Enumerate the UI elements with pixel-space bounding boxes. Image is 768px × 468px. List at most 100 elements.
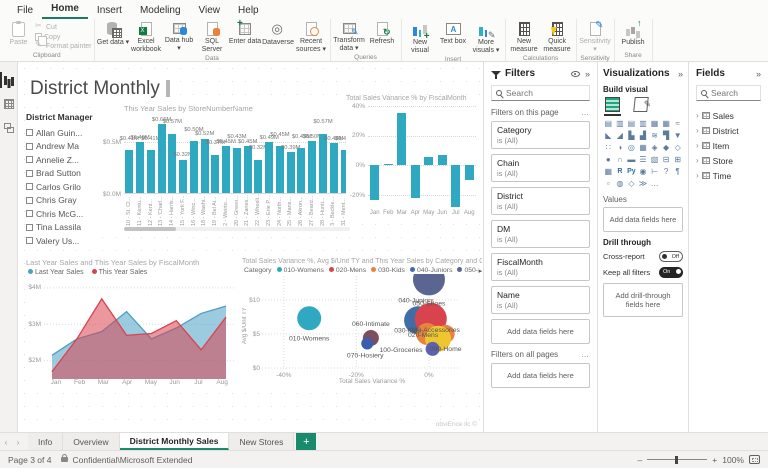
filter-card-chain[interactable]: Chain is (All): [491, 154, 590, 182]
bar-jun[interactable]: [437, 155, 447, 166]
clustered-column-chart-icon[interactable]: ▥: [639, 119, 647, 128]
cross-report-toggle[interactable]: Off: [659, 251, 683, 262]
slicer-item-chris-gray[interactable]: Chris Gray: [26, 194, 100, 208]
publish-button[interactable]: Publish: [617, 18, 650, 47]
zoom-in-icon[interactable]: +: [712, 454, 718, 465]
expand-chevron-icon[interactable]: ›: [696, 156, 699, 165]
zoom-slider-thumb[interactable]: [674, 455, 678, 464]
stacked-column-chart-icon[interactable]: ▥: [616, 119, 624, 128]
bar-jul[interactable]: [451, 165, 461, 208]
arcgis-map-icon[interactable]: ◍: [616, 179, 624, 188]
more-visuals-icon[interactable]: …: [650, 179, 659, 188]
expand-chevron-icon[interactable]: ›: [696, 171, 699, 180]
bar-27-beard[interactable]: [308, 141, 317, 193]
decomposition-tree-icon[interactable]: ⊢: [651, 167, 659, 176]
model-view-button[interactable]: [0, 118, 18, 138]
ribbon-tab-help[interactable]: Help: [238, 5, 259, 16]
collapse-pane-icon[interactable]: »: [677, 68, 683, 79]
variance-bar-chart[interactable]: Total Sales Variance % by FiscalMonth 40…: [346, 95, 480, 216]
bubble-070-hosiery[interactable]: [361, 337, 374, 350]
checkbox[interactable]: [26, 169, 33, 177]
waterfall-chart-icon[interactable]: ▜: [663, 131, 670, 140]
new-measure-button[interactable]: New measure: [508, 21, 541, 54]
r-script-visual-icon[interactable]: R: [617, 168, 623, 175]
ribbon-tab-home[interactable]: Home: [42, 1, 88, 19]
slicer-item-tina-lassila[interactable]: Tina Lassila: [26, 221, 100, 235]
bar-10-st-cl[interactable]: [125, 150, 134, 193]
bar-3-beckle[interactable]: [329, 143, 338, 193]
page-tab-overview[interactable]: Overview: [63, 433, 120, 450]
checkbox[interactable]: [26, 142, 33, 150]
text-box-button[interactable]: Text box: [437, 21, 470, 46]
bar-11-kentu[interactable]: [136, 142, 145, 193]
page-tab-district-monthly-sales[interactable]: District Monthly Sales: [119, 433, 230, 450]
scatter-chart-icon[interactable]: ∷: [605, 143, 611, 152]
bar-23-erie-p[interactable]: [265, 142, 274, 193]
new-visual-button[interactable]: New visual: [404, 21, 437, 55]
bar-aug[interactable]: [464, 165, 474, 181]
bar-24-north[interactable]: [275, 146, 284, 193]
expand-chevron-icon[interactable]: ›: [696, 141, 699, 150]
page-tab-new-stores[interactable]: New Stores: [229, 433, 295, 450]
enter-data-button[interactable]: Enter data: [229, 18, 262, 46]
get-data-button[interactable]: Get data ▾: [97, 21, 130, 47]
zoom-out-icon[interactable]: –: [637, 454, 643, 465]
bar-25-mans[interactable]: [286, 152, 295, 193]
line-and-stacked-column-chart-icon[interactable]: ▙: [628, 131, 635, 140]
filter-card-fiscalmonth[interactable]: FiscalMonth is (All): [491, 253, 590, 281]
filter-card-category[interactable]: Category is (All): [491, 121, 590, 149]
slicer-icon[interactable]: ⊟: [662, 155, 670, 164]
legend-item-this-year-sales[interactable]: This Year Sales: [91, 269, 147, 276]
slicer-item-valery-us[interactable]: Valery Us...: [26, 234, 100, 248]
fields-search[interactable]: [696, 85, 761, 101]
area-chart-icon[interactable]: ◣: [605, 131, 612, 140]
category-scatter-chart[interactable]: Total Sales Variance %, Avg $/Unit TY an…: [242, 258, 482, 385]
bar-jan[interactable]: [370, 165, 380, 200]
bar-2-weirto[interactable]: [222, 146, 231, 193]
slicer-item-brad-sutton[interactable]: Brad Sutton: [26, 167, 100, 181]
values-dropzone[interactable]: Add data fields here: [603, 207, 683, 232]
fields-search-input[interactable]: [711, 88, 756, 98]
slicer-item-carlos-grilo[interactable]: Carlos Grilo: [26, 180, 100, 194]
checkbox[interactable]: [26, 183, 33, 191]
page-title-textbox[interactable]: District Monthly: [30, 78, 172, 100]
shape-map-icon[interactable]: ◇: [674, 143, 681, 152]
line-and-clustered-column-chart-icon[interactable]: ▟: [639, 131, 647, 140]
zoom-slider[interactable]: [647, 455, 708, 464]
100-stacked-column-chart-icon[interactable]: ▦: [662, 119, 670, 128]
filled-map-icon[interactable]: ◆: [663, 143, 670, 152]
legend-item-020-mens[interactable]: 020-Mens: [328, 267, 366, 274]
bubble-100-groceries[interactable]: [425, 341, 440, 356]
more-options-icon[interactable]: …: [581, 108, 590, 117]
bar-19-bel-ai[interactable]: [211, 154, 220, 193]
new-page-button[interactable]: +: [296, 433, 317, 450]
collapse-pane-icon[interactable]: »: [755, 68, 761, 79]
data-view-button[interactable]: [0, 94, 18, 114]
yoy-sales-area-chart[interactable]: Last Year Sales and This Year Sales by F…: [26, 258, 240, 386]
copy-button[interactable]: Copy: [35, 33, 92, 46]
data-hub-button[interactable]: Data hub ▾: [163, 21, 196, 53]
slicer-item-chris-mcg[interactable]: Chris McG...: [26, 207, 100, 221]
key-influencers-icon[interactable]: ◉: [639, 167, 647, 176]
legend-forward-icon[interactable]: ▸: [478, 267, 482, 274]
format-visual-mode-icon[interactable]: [633, 97, 649, 112]
filters-search[interactable]: [491, 85, 590, 101]
power-apps-icon[interactable]: ◇: [628, 179, 635, 188]
more-visuals-button[interactable]: More visuals ▾: [470, 21, 503, 55]
store-sales-bar-chart[interactable]: This Year Sales by StoreNumberName $0.5M…: [102, 104, 354, 231]
bar-22-wheeli[interactable]: [254, 159, 263, 193]
legend-item-last-year-sales[interactable]: Last Year Sales: [28, 269, 84, 276]
ribbon-chart-icon[interactable]: ≋: [651, 131, 658, 140]
bar-feb[interactable]: [383, 163, 393, 166]
field-table-sales[interactable]: › Sales: [696, 108, 761, 123]
collapse-pane-icon[interactable]: »: [584, 68, 590, 79]
bar-28-hunti[interactable]: [319, 133, 327, 193]
report-canvas[interactable]: District Monthly District Manager Allan …: [18, 62, 483, 432]
ribbon-tab-insert[interactable]: Insert: [96, 5, 122, 16]
bar-may[interactable]: [424, 156, 434, 166]
sensitivity-button[interactable]: Sensitivity ▾: [579, 20, 612, 54]
bar-21-zanes[interactable]: [243, 146, 252, 193]
legend-item-010-womens[interactable]: 010-Womens: [276, 267, 324, 274]
checkbox[interactable]: [26, 156, 33, 164]
bar-13-charl[interactable]: [157, 124, 166, 193]
